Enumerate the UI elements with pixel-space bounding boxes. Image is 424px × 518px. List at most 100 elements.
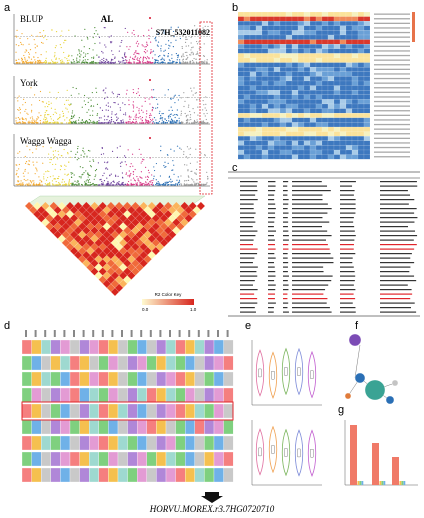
snp-dot xyxy=(112,93,114,95)
snp-dot xyxy=(39,32,41,34)
heat-cell xyxy=(351,80,359,86)
row-label xyxy=(374,87,410,89)
snp-dot xyxy=(132,101,134,103)
snp-dot xyxy=(195,173,197,175)
snp-dot xyxy=(116,116,118,118)
snp-dot xyxy=(128,62,130,64)
heat-cell xyxy=(243,11,251,17)
snp-dot xyxy=(195,58,197,60)
snp-dot xyxy=(144,52,147,54)
heat-cell xyxy=(333,80,341,86)
col-label xyxy=(178,330,181,337)
heat-cell xyxy=(243,62,251,68)
heat-cell xyxy=(267,154,275,160)
snp-dot xyxy=(149,157,151,159)
snp-dot xyxy=(24,168,26,171)
cell-text xyxy=(240,235,256,237)
snp-dot xyxy=(95,87,97,89)
snp-dot xyxy=(189,62,192,64)
snp-dot xyxy=(30,87,32,89)
heat-cell xyxy=(363,30,371,36)
cell-text xyxy=(240,262,253,264)
heat-cell xyxy=(261,62,269,68)
heat-cell xyxy=(297,108,305,114)
snp-dot xyxy=(95,122,97,124)
snp-dot xyxy=(178,117,180,119)
residue xyxy=(165,387,176,403)
snp-dot xyxy=(25,108,27,111)
heat-cell xyxy=(291,94,299,100)
snp-dot xyxy=(103,184,105,186)
snp-dot xyxy=(24,58,26,60)
cell-text xyxy=(292,194,323,196)
snp-dot xyxy=(160,150,162,152)
heat-cell xyxy=(333,140,341,146)
snp-dot xyxy=(160,114,162,117)
cell-text xyxy=(292,199,323,201)
heat-cell xyxy=(315,85,323,91)
snp-dot xyxy=(183,62,185,64)
snp-dot xyxy=(109,62,111,64)
snp-dot xyxy=(103,172,105,174)
snp-dot xyxy=(202,109,204,111)
snp-dot xyxy=(186,38,188,41)
snp-dot xyxy=(45,51,47,53)
snp-dot xyxy=(126,46,128,48)
snp-dot xyxy=(46,38,48,41)
snp-dot xyxy=(181,55,183,57)
snp-dot xyxy=(79,166,81,168)
residue xyxy=(156,467,167,483)
snp-dot xyxy=(94,62,96,64)
snp-dot xyxy=(107,182,109,184)
snp-dot xyxy=(91,61,93,63)
heat-cell xyxy=(327,21,335,26)
snp-dot xyxy=(55,163,57,165)
gene-name: HORVU.MOREX.r3.7HG0720710 xyxy=(149,504,275,514)
snp-dot xyxy=(98,120,100,122)
snp-dot xyxy=(95,62,98,64)
snp-dot xyxy=(146,110,148,112)
residue xyxy=(204,355,215,371)
heat-cell xyxy=(249,71,257,77)
snp-dot xyxy=(96,54,98,56)
panel-label: a xyxy=(4,2,11,14)
snp-dot xyxy=(204,184,206,186)
snp-dot xyxy=(149,116,151,119)
snp-dot xyxy=(160,116,162,118)
snp-dot xyxy=(109,122,111,124)
heat-cell xyxy=(351,122,359,128)
heat-cell xyxy=(315,62,323,68)
snp-dot xyxy=(48,101,50,103)
snp-dot xyxy=(35,148,37,150)
snp-dot xyxy=(103,115,106,117)
snp-dot xyxy=(122,57,124,59)
cell-text xyxy=(240,284,253,286)
snp-dot xyxy=(117,103,119,105)
snp-dot xyxy=(140,177,142,179)
heat-cell xyxy=(249,44,257,49)
node xyxy=(391,379,399,387)
heat-cell xyxy=(357,57,365,63)
col-label xyxy=(169,330,171,337)
heat-cell xyxy=(363,136,371,141)
snp-dot xyxy=(144,57,146,59)
snp-dot xyxy=(92,57,95,59)
heat-cell xyxy=(255,154,263,160)
cell-text xyxy=(340,275,356,277)
snp-dot xyxy=(112,62,114,64)
snp-dot xyxy=(64,183,67,185)
heat-cell xyxy=(345,80,353,86)
snp-dot xyxy=(141,160,143,162)
snp-dot xyxy=(164,55,166,57)
snp-dot xyxy=(75,87,77,90)
snp-dot xyxy=(128,116,130,118)
heat-cell xyxy=(327,103,335,109)
cell-text xyxy=(268,217,276,219)
cell-text xyxy=(268,280,275,282)
snp-dot xyxy=(111,121,113,123)
snp-dot xyxy=(42,30,45,32)
snp-dot xyxy=(110,116,112,118)
box xyxy=(258,447,262,457)
snp-dot xyxy=(70,121,72,123)
heat-cell xyxy=(345,117,353,123)
